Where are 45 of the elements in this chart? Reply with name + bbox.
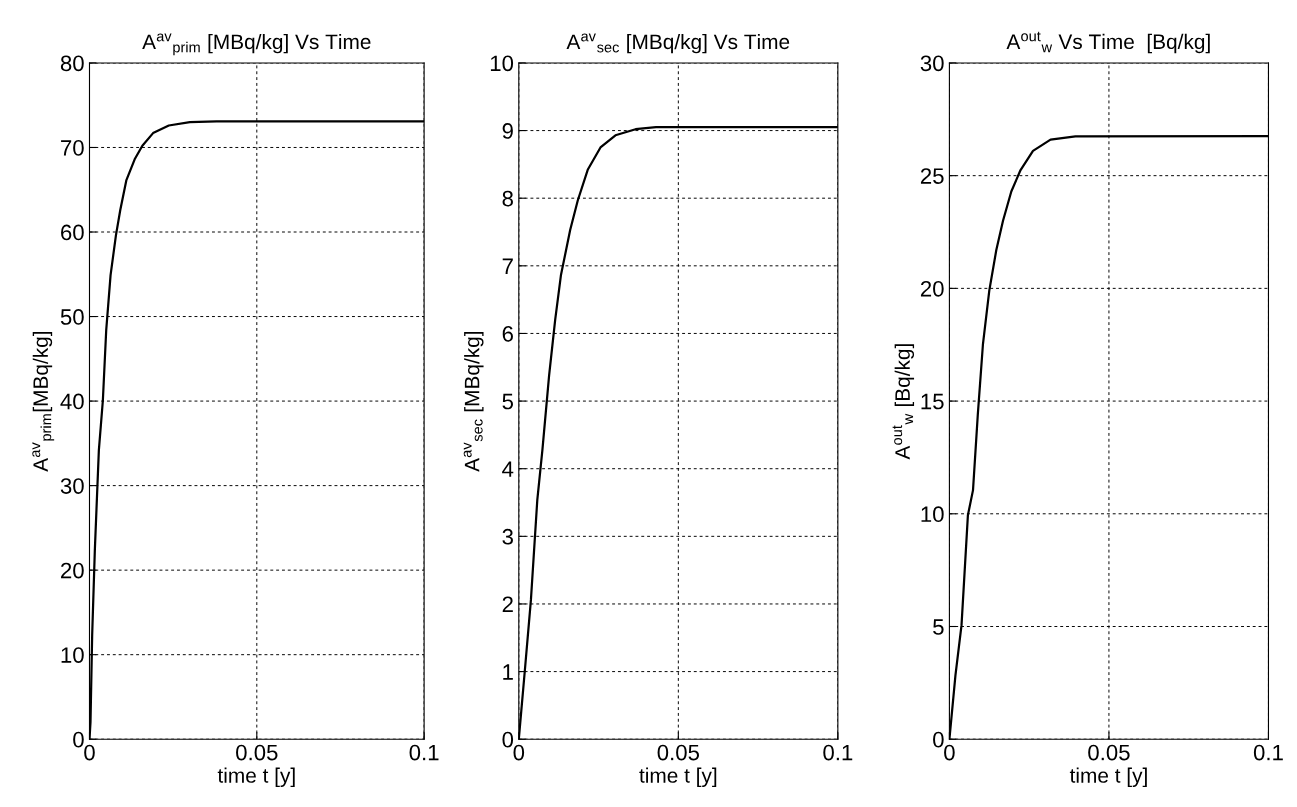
- y-tick-label: 0: [73, 731, 84, 748]
- y-tick-label: 7: [502, 258, 513, 274]
- x-axis-title: time t [y]: [1069, 767, 1147, 787]
- x-tick-label: 0: [84, 744, 95, 761]
- x-axis-title: time t [y]: [217, 767, 295, 787]
- y-tick-label: 10: [921, 506, 944, 523]
- y-axis-title: A$^{out}$$_{w}$ [Bq/kg]: [892, 344, 915, 460]
- y-tick-label: 40: [60, 393, 84, 410]
- y-tick-label: 0: [933, 731, 944, 748]
- y-tick-label: 5: [933, 619, 944, 635]
- y-tick-label: 2: [502, 596, 513, 613]
- chart-title: A$^{av}$$_{prim}$ [MBq/kg] Vs Time: [142, 33, 371, 56]
- chart-title: A$^{av}$$_{sec}$ [MBq/kg] Vs Time: [566, 33, 790, 54]
- y-tick-label: 4: [502, 461, 514, 477]
- y-tick-label: 30: [60, 478, 84, 494]
- y-axis-title: A$^{av}$$_{prim}$[MBq/kg]: [32, 331, 55, 472]
- y-tick-label: 50: [60, 309, 84, 325]
- y-tick-label: 0: [502, 731, 514, 748]
- x-tick-label: 0.05: [1088, 744, 1130, 761]
- y-tick-label: 3: [502, 528, 513, 545]
- y-tick-label: 10: [490, 55, 514, 72]
- x-axis-title: time t [y]: [639, 767, 717, 787]
- x-tick-label: 0: [513, 744, 525, 761]
- x-tick-label: 0.1: [409, 744, 439, 761]
- y-tick-label: 10: [61, 647, 84, 663]
- y-tick-label: 20: [61, 562, 84, 579]
- x-tick-label: 0.1: [823, 744, 853, 761]
- y-tick-label: 25: [920, 168, 944, 184]
- y-axis-title: A$^{av}$$_{sec}$ [MBq/kg]: [463, 331, 484, 472]
- y-tick-label: 80: [60, 55, 84, 72]
- y-tick-label: 5: [502, 393, 514, 410]
- chart-title: A$^{out}$$_{w}$ Vs Time [Bq/kg]: [1006, 31, 1210, 54]
- y-tick-label: 60: [61, 224, 84, 241]
- y-tick-label: 70: [61, 140, 84, 156]
- x-tick-label: 0.05: [236, 744, 278, 761]
- y-tick-label: 6: [502, 325, 513, 342]
- y-tick-label: 15: [921, 393, 944, 410]
- x-tick-label: 0.05: [657, 744, 700, 761]
- x-tick-label: 0.1: [1253, 744, 1283, 761]
- y-tick-label: 8: [502, 190, 513, 207]
- x-tick-label: 0: [944, 744, 955, 761]
- y-tick-label: 1: [503, 664, 513, 680]
- y-tick-label: 30: [920, 55, 944, 72]
- y-tick-label: 9: [502, 123, 513, 139]
- y-tick-label: 20: [920, 280, 944, 297]
